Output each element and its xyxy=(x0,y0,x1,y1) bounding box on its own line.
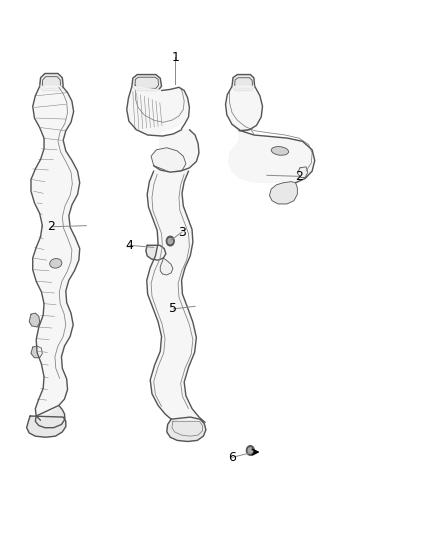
Polygon shape xyxy=(31,346,42,358)
Polygon shape xyxy=(132,75,162,91)
Polygon shape xyxy=(29,313,40,327)
Polygon shape xyxy=(40,74,63,91)
Text: 2: 2 xyxy=(296,170,304,183)
Polygon shape xyxy=(127,86,199,172)
Text: 6: 6 xyxy=(228,451,236,464)
Text: 3: 3 xyxy=(178,225,186,239)
Polygon shape xyxy=(226,86,315,183)
Polygon shape xyxy=(147,171,205,422)
Text: 5: 5 xyxy=(170,302,177,316)
Ellipse shape xyxy=(49,259,62,268)
Text: 2: 2 xyxy=(47,220,55,233)
Circle shape xyxy=(247,446,254,455)
Polygon shape xyxy=(167,417,206,441)
Ellipse shape xyxy=(271,147,289,155)
Circle shape xyxy=(166,236,174,246)
Text: 1: 1 xyxy=(172,51,180,63)
Polygon shape xyxy=(27,416,66,437)
Circle shape xyxy=(168,238,173,244)
Polygon shape xyxy=(232,75,254,91)
Polygon shape xyxy=(269,182,297,204)
Polygon shape xyxy=(35,406,65,427)
Polygon shape xyxy=(146,245,166,260)
Text: 4: 4 xyxy=(126,239,134,252)
Polygon shape xyxy=(151,148,186,172)
Polygon shape xyxy=(297,167,308,177)
Circle shape xyxy=(248,448,253,453)
Polygon shape xyxy=(31,86,80,420)
Polygon shape xyxy=(160,258,173,275)
